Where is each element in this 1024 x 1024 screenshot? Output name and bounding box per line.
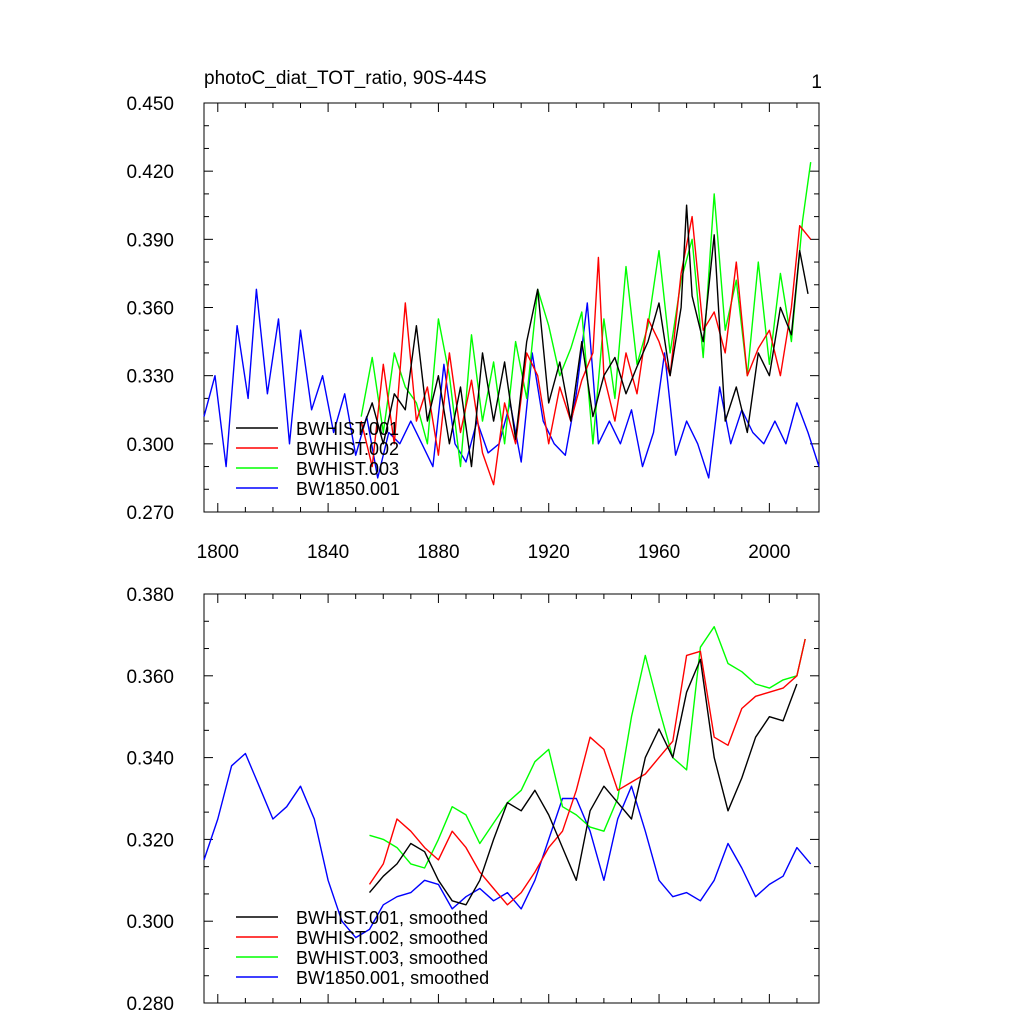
y-tick-label: 0.360 (126, 667, 174, 688)
top-panel: photoC_diat_TOT_ratio, 90S-44S 1 0.2700.… (126, 68, 822, 563)
y-tick-label: 0.280 (126, 994, 174, 1015)
legend-label: BWHIST.002, smoothed (296, 928, 488, 948)
legend-label: BWHIST.003 (296, 459, 399, 479)
y-tick-label: 0.390 (126, 230, 174, 251)
bottom-panel: 0.280 0.300 0.320 0.340 0.360 0.380 BWHIST.00… (126, 585, 820, 1015)
bottom-series-group (203, 626, 812, 939)
y-tick-label: 0.360 (126, 299, 174, 320)
x-tick-label: 1840 (307, 542, 349, 563)
x-tick-label: 2000 (748, 542, 790, 563)
y-tick-label: 0.300 (126, 435, 174, 456)
bottom-axis-ticks: 0.280 0.300 0.320 0.340 0.360 0.380 (126, 585, 819, 1015)
series-line-bwhist-003-smoothed (369, 626, 806, 869)
x-tick-label: 1960 (638, 542, 680, 563)
legend-label: BWHIST.002 (296, 439, 399, 459)
y-tick-label: 0.300 (126, 912, 174, 933)
series-line-bwhist-002-smoothed (368, 638, 806, 906)
x-tick-label: 1920 (528, 542, 570, 563)
chart-title: photoC_diat_TOT_ratio, 90S-44S (204, 68, 487, 89)
series-line-bwhist-001-smoothed (368, 658, 798, 906)
top-axis-ticks: 0.270 0.300 0.330 0.360 0.390 0.420 0.450 1800 1… (126, 94, 819, 563)
panel-label: 1 (811, 72, 822, 93)
y-tick-label: 0.380 (126, 585, 174, 606)
legend-label: BWHIST.001 (296, 419, 399, 439)
x-tick-label: 1800 (197, 542, 239, 563)
series-line-bw1850-001-smoothed (203, 752, 812, 939)
y-tick-label: 0.270 (126, 503, 174, 524)
top-series-group (203, 162, 820, 486)
y-tick-label: 0.420 (126, 162, 174, 183)
legend-label: BWHIST.001, smoothed (296, 908, 488, 928)
series-line-bwhist-002 (360, 215, 812, 486)
bottom-plot-frame (203, 593, 820, 1004)
x-tick-label: 1880 (417, 542, 459, 563)
series-line-bwhist-001 (360, 204, 809, 468)
y-tick-label: 0.450 (126, 94, 174, 115)
y-tick-label: 0.320 (126, 830, 174, 851)
y-tick-label: 0.340 (126, 749, 174, 770)
legend-label: BW1850.001 (296, 479, 400, 499)
legend-label: BWHIST.003, smoothed (296, 948, 488, 968)
y-tick-label: 0.330 (126, 367, 174, 388)
legend-label: BW1850.001, smoothed (296, 968, 489, 988)
